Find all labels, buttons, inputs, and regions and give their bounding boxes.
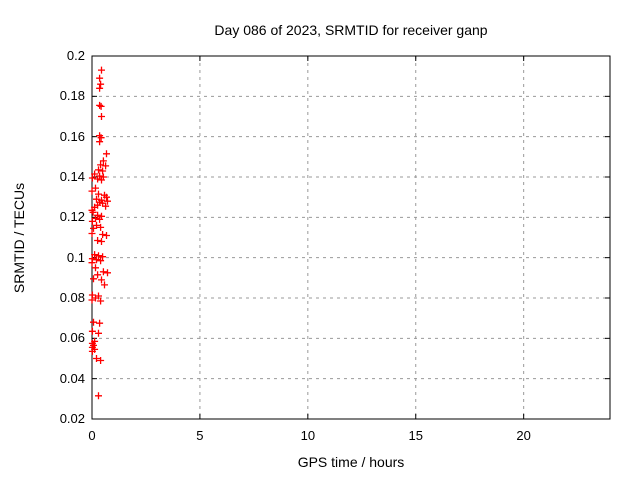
y-tick-label: 0.16 xyxy=(59,128,85,144)
x-tick-label: 10 xyxy=(300,428,316,443)
y-tick-label: 0.08 xyxy=(59,290,85,305)
y-tick-label: 0.18 xyxy=(59,88,85,104)
x-tick-label: 0 xyxy=(88,428,96,443)
y-tick-label: 0.04 xyxy=(59,370,85,386)
y-tick-label: 0.06 xyxy=(59,330,85,346)
x-tick-label: 20 xyxy=(516,428,531,443)
y-tick-label: 0.12 xyxy=(59,209,85,225)
y-tick-label: 0.2 xyxy=(66,48,85,63)
chart-title: Day 086 of 2023, SRMTID for receiver gan… xyxy=(214,22,488,38)
plot-border xyxy=(91,55,611,420)
x-tick-label: 5 xyxy=(196,428,204,443)
y-tick-label: 0.02 xyxy=(59,411,85,426)
y-tick-label: 0.1 xyxy=(66,249,85,265)
y-tick-label: 0.14 xyxy=(59,169,85,184)
x-tick-label: 15 xyxy=(408,428,423,443)
x-axis-label: GPS time / hours xyxy=(297,454,405,470)
data-points-srmtid xyxy=(88,66,111,400)
